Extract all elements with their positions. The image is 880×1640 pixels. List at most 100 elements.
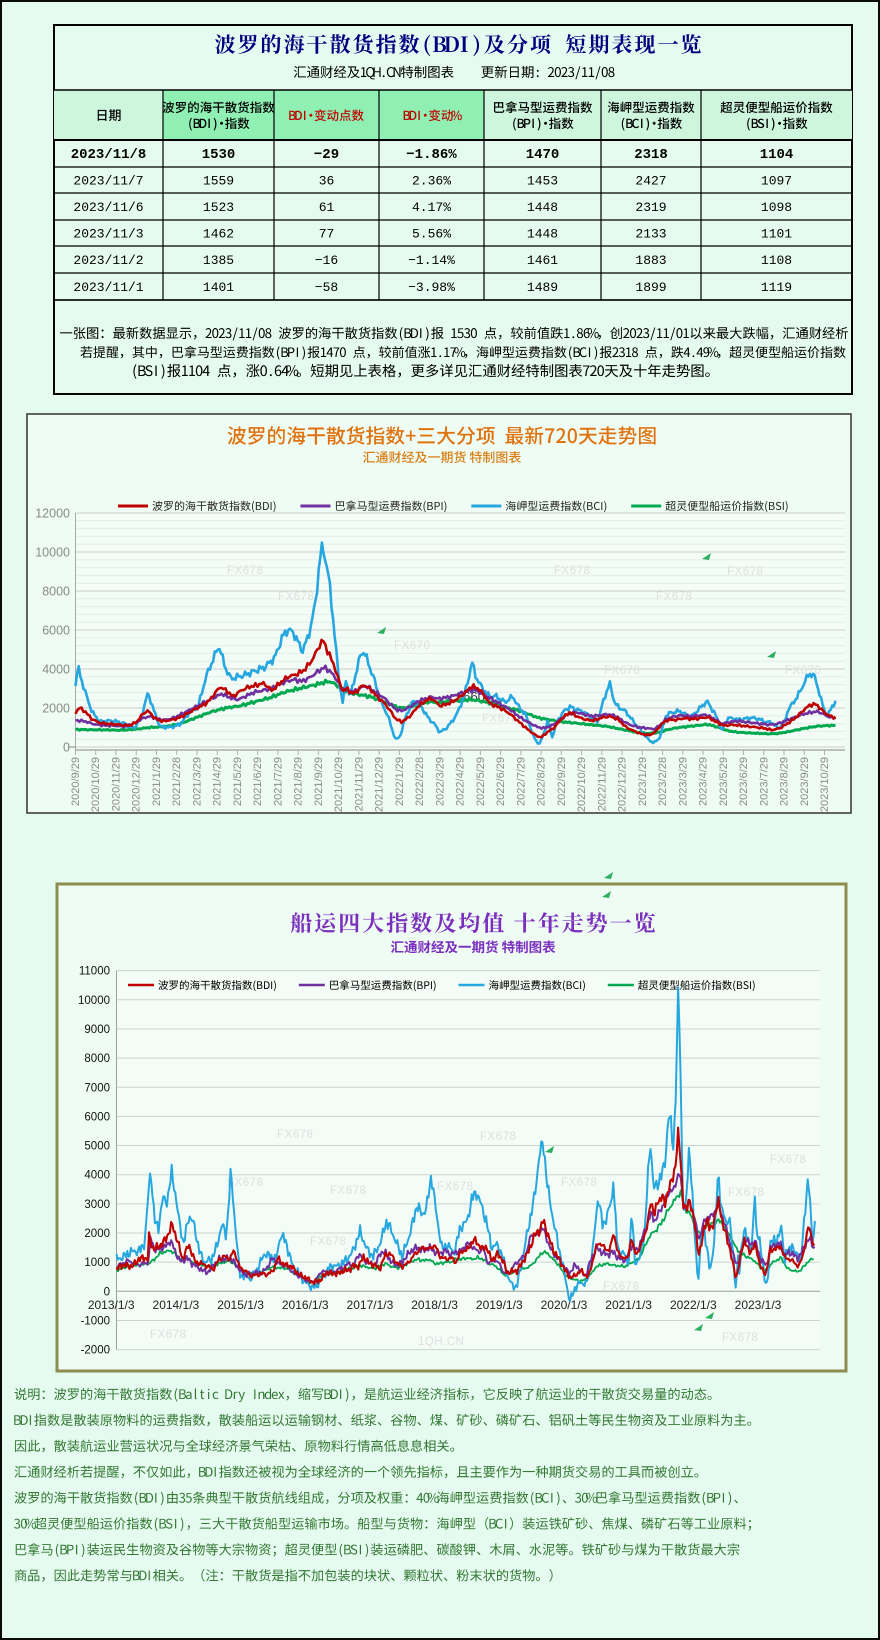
svg-text:2021/12/29: 2021/12/29	[374, 757, 386, 812]
svg-text:61: 61	[319, 200, 335, 215]
svg-text:6000: 6000	[42, 624, 70, 638]
svg-text:2023/9/29: 2023/9/29	[799, 757, 811, 806]
svg-text:4000: 4000	[84, 1170, 110, 1182]
svg-text:1489: 1489	[527, 280, 558, 295]
svg-text:1385: 1385	[203, 253, 234, 268]
svg-text:2015/1/3: 2015/1/3	[217, 1298, 264, 1312]
svg-text:9000: 9000	[84, 1024, 110, 1036]
svg-text:2021/5/29: 2021/5/29	[232, 757, 244, 806]
svg-text:8000: 8000	[84, 1053, 110, 1065]
svg-text:-2000: -2000	[81, 1345, 110, 1357]
svg-text:1453: 1453	[527, 174, 558, 189]
svg-text:2023/11/8: 2023/11/8	[71, 147, 147, 163]
svg-text:2000: 2000	[42, 702, 70, 716]
svg-text:2022/5/29: 2022/5/29	[475, 757, 487, 806]
svg-text:2019/1/3: 2019/1/3	[476, 1298, 523, 1312]
svg-text:−3.98%: −3.98%	[408, 280, 455, 295]
svg-text:-1000: -1000	[81, 1315, 110, 1327]
svg-text:2020/12/29: 2020/12/29	[131, 757, 143, 812]
svg-text:3000: 3000	[84, 1199, 110, 1211]
svg-text:2022/7/29: 2022/7/29	[515, 757, 527, 806]
svg-text:2021/7/29: 2021/7/29	[272, 757, 284, 806]
svg-text:11000: 11000	[79, 966, 110, 978]
svg-text:2023/8/29: 2023/8/29	[779, 757, 791, 806]
svg-text:2023/5/29: 2023/5/29	[718, 757, 730, 806]
svg-text:2023/11/1: 2023/11/1	[73, 280, 143, 295]
svg-text:1462: 1462	[203, 227, 234, 242]
svg-text:2018/1/3: 2018/1/3	[411, 1298, 458, 1312]
svg-text:2023/1/3: 2023/1/3	[735, 1298, 782, 1312]
svg-text:FX678: FX678	[727, 566, 763, 578]
svg-text:2020/10/29: 2020/10/29	[90, 757, 102, 812]
svg-text:2023/11/3: 2023/11/3	[73, 227, 143, 242]
svg-text:FX670: FX670	[394, 640, 430, 652]
svg-text:2021/2/28: 2021/2/28	[171, 757, 183, 806]
svg-text:2022/1/3: 2022/1/3	[670, 1298, 717, 1312]
svg-text:2020/11/29: 2020/11/29	[110, 757, 122, 811]
svg-text:2021/8/29: 2021/8/29	[293, 757, 305, 806]
svg-text:2021/10/29: 2021/10/29	[333, 757, 345, 812]
svg-text:1559: 1559	[203, 174, 234, 189]
svg-text:12000: 12000	[35, 507, 70, 521]
svg-text:2022/10/29: 2022/10/29	[576, 757, 588, 812]
svg-text:2022/4/29: 2022/4/29	[455, 757, 467, 806]
svg-text:2023/4/29: 2023/4/29	[698, 757, 710, 806]
svg-text:2022/1/29: 2022/1/29	[394, 757, 406, 806]
svg-text:1401: 1401	[203, 280, 234, 295]
svg-text:2017/1/3: 2017/1/3	[347, 1298, 394, 1312]
svg-text:−16: −16	[315, 253, 338, 268]
svg-text:0: 0	[104, 1286, 110, 1298]
svg-text:2021/1/3: 2021/1/3	[605, 1298, 652, 1312]
svg-text:FX678: FX678	[561, 1177, 597, 1189]
svg-text:−29: −29	[314, 147, 339, 163]
svg-text:2022/6/29: 2022/6/29	[495, 757, 507, 806]
svg-text:2000: 2000	[84, 1228, 110, 1240]
svg-text:2021/9/29: 2021/9/29	[313, 757, 325, 806]
svg-text:1448: 1448	[527, 227, 558, 242]
svg-text:77: 77	[319, 227, 335, 242]
svg-text:2014/1/3: 2014/1/3	[153, 1298, 200, 1312]
svg-text:FX678: FX678	[728, 1187, 764, 1199]
svg-text:2318: 2318	[634, 147, 668, 163]
svg-text:1883: 1883	[635, 253, 666, 268]
svg-text:2016/1/3: 2016/1/3	[282, 1298, 329, 1312]
svg-text:FX678: FX678	[722, 1332, 758, 1344]
svg-text:0: 0	[63, 741, 70, 755]
svg-text:2021/1/29: 2021/1/29	[151, 757, 163, 806]
svg-text:1448: 1448	[527, 200, 558, 215]
svg-text:2021/6/29: 2021/6/29	[252, 757, 264, 806]
svg-text:FX678: FX678	[603, 1281, 639, 1293]
svg-text:2021/11/29: 2021/11/29	[353, 757, 365, 811]
svg-text:2023/3/29: 2023/3/29	[677, 757, 689, 806]
svg-text:2023/7/29: 2023/7/29	[758, 757, 770, 806]
svg-text:5.56%: 5.56%	[412, 227, 451, 242]
svg-text:2022/2/28: 2022/2/28	[414, 757, 426, 806]
svg-text:FX678: FX678	[278, 591, 314, 603]
svg-text:FX678: FX678	[310, 1236, 346, 1248]
svg-text:FX670: FX670	[604, 665, 640, 677]
svg-text:FX678: FX678	[227, 565, 263, 577]
svg-text:FX678: FX678	[437, 1181, 473, 1193]
svg-text:FX678: FX678	[770, 1154, 806, 1166]
svg-text:2013/1/3: 2013/1/3	[88, 1298, 135, 1312]
svg-text:1000: 1000	[84, 1257, 110, 1269]
svg-text:−1.86%: −1.86%	[406, 147, 457, 163]
svg-text:2319: 2319	[635, 200, 666, 215]
svg-text:−58: −58	[315, 280, 338, 295]
svg-text:2023/6/29: 2023/6/29	[738, 757, 750, 806]
svg-text:1097: 1097	[761, 174, 792, 189]
svg-text:6000: 6000	[84, 1111, 110, 1123]
svg-text:2022/3/29: 2022/3/29	[434, 757, 446, 806]
svg-text:1104: 1104	[760, 147, 794, 163]
svg-text:FX678: FX678	[330, 1185, 366, 1197]
svg-text:1470: 1470	[526, 147, 560, 163]
svg-text:10000: 10000	[35, 546, 70, 560]
svg-text:−1.14%: −1.14%	[408, 253, 455, 268]
svg-text:5000: 5000	[84, 1141, 110, 1153]
svg-text:1098: 1098	[761, 200, 792, 215]
svg-text:FX678: FX678	[277, 1129, 313, 1141]
svg-text:4.17%: 4.17%	[412, 200, 451, 215]
svg-text:2022/8/29: 2022/8/29	[536, 757, 548, 806]
svg-text:1108: 1108	[761, 253, 792, 268]
svg-text:2023/1/29: 2023/1/29	[637, 757, 649, 806]
